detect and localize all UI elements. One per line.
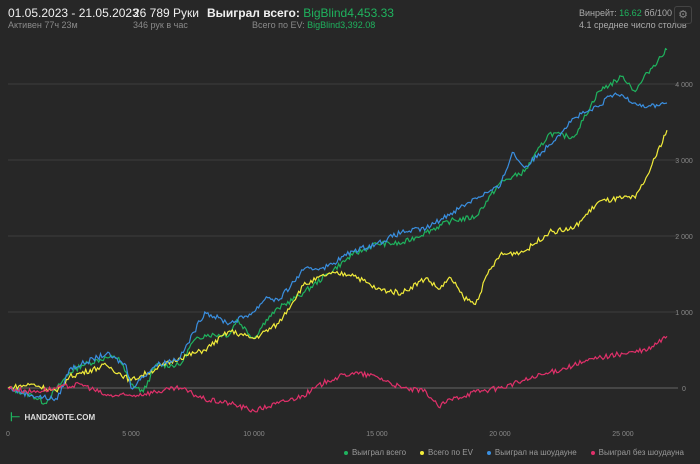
ev-total: Всего по EV: BigBlind3,392.08 — [252, 20, 375, 30]
y-tick-label: 2 000 — [675, 234, 693, 241]
legend-dot — [343, 450, 348, 455]
x-tick-label: 20 000 — [489, 431, 511, 438]
hands-count: 26 789 Руки — [133, 6, 199, 20]
series-line — [7, 47, 668, 405]
legend-label: Выиграл на шоудауне — [494, 448, 577, 457]
series-line — [7, 92, 668, 402]
logo-text: HAND2NOTE.COM — [24, 412, 96, 422]
x-tick-label: 25 000 — [612, 431, 634, 438]
legend: Выиграл всего Всего по EV Выиграл на шоуда… — [343, 448, 684, 457]
gear-icon[interactable]: ⚙ — [674, 6, 692, 24]
legend-label: Выиграл всего — [351, 448, 407, 457]
legend-item[interactable]: Выиграл без шоудауна — [590, 448, 684, 457]
winrate-unit: бб/100 — [641, 8, 673, 18]
logo-icon: ⊢ — [10, 410, 21, 424]
avg-tables: 4.1 среднее число столов — [579, 20, 687, 30]
legend-item[interactable]: Выиграл всего — [343, 448, 407, 457]
y-tick-label: 3 000 — [675, 158, 693, 165]
logo: ⊢ HAND2NOTE.COM — [10, 410, 95, 424]
winrate-value: 16.62 — [619, 8, 642, 18]
x-tick-label: 15 000 — [366, 431, 388, 438]
hands-per-hour: 346 рук в час — [133, 20, 188, 30]
legend-item[interactable]: Всего по EV — [420, 448, 473, 457]
winrate: Винрейт: 16.62 бб/100 — [579, 8, 672, 18]
date-range: 01.05.2023 - 21.05.2023 — [8, 6, 139, 20]
legend-dot — [486, 450, 491, 455]
active-time: Активен 77ч 23м — [8, 20, 78, 30]
x-tick-label: 5 000 — [122, 431, 140, 438]
ev-label: Всего по EV: — [252, 20, 308, 30]
series-line — [7, 335, 668, 413]
x-tick-label: 0 — [6, 431, 10, 438]
y-tick-label: 1 000 — [675, 310, 693, 317]
legend-label: Выиграл без шоудауна — [598, 448, 684, 457]
legend-dot — [420, 450, 425, 455]
won-label: Выиграл всего: — [207, 6, 304, 20]
won-value: BigBlind4,453.33 — [303, 6, 394, 20]
legend-item[interactable]: Выиграл на шоудауне — [486, 448, 577, 457]
legend-label: Всего по EV — [428, 448, 473, 457]
series-line — [7, 130, 668, 393]
x-tick-label: 10 000 — [243, 431, 265, 438]
y-tick-label: 0 — [682, 386, 686, 393]
won-total: Выиграл всего: BigBlind4,453.33 — [207, 6, 394, 20]
y-tick-label: 4 000 — [675, 82, 693, 89]
winrate-label: Винрейт: — [579, 8, 620, 18]
ev-value: BigBlind3,392.08 — [307, 20, 376, 30]
legend-dot — [590, 450, 595, 455]
